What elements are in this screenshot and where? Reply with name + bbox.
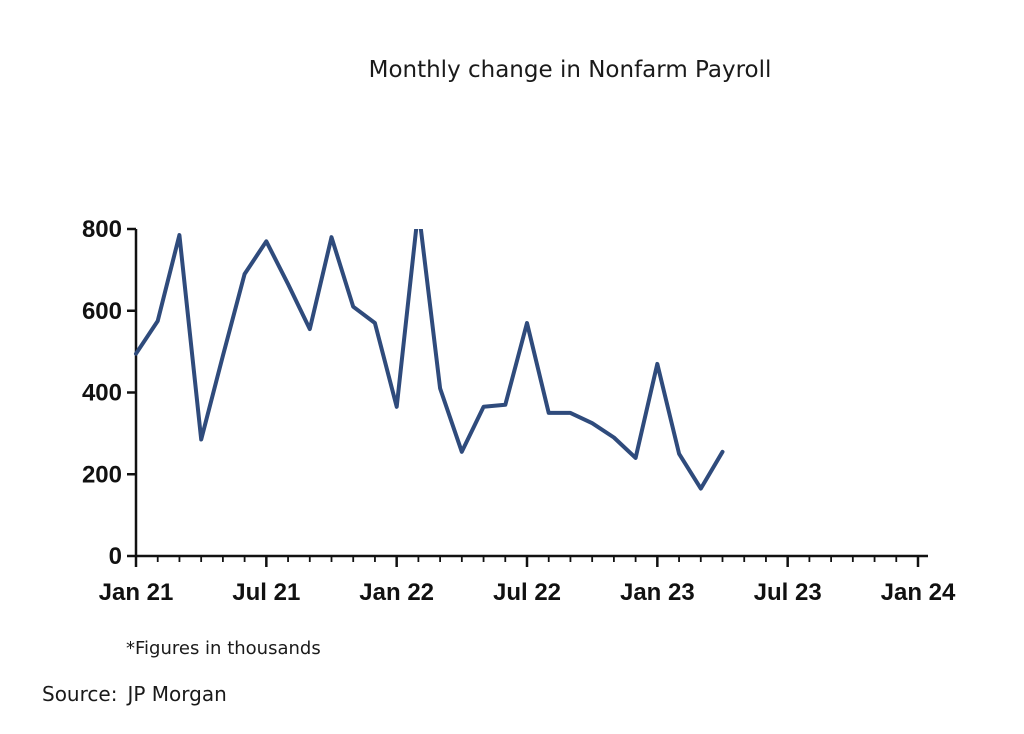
x-tick-label: Jan 21 bbox=[99, 579, 174, 606]
x-tick-label: Jul 21 bbox=[232, 579, 300, 606]
y-tick-label: 200 bbox=[82, 461, 122, 488]
y-tick-label: 800 bbox=[82, 216, 122, 243]
series-group bbox=[134, 229, 725, 491]
chart-title: Monthly change in Nonfarm Payroll bbox=[369, 57, 772, 83]
y-tick-label: 600 bbox=[82, 298, 122, 325]
y-tick-labels: 0 200 400 600 800 bbox=[82, 216, 122, 570]
series-line bbox=[134, 229, 725, 491]
x-tick-label: Jul 22 bbox=[493, 579, 561, 606]
y-tick-label: 400 bbox=[82, 380, 122, 407]
x-tick-labels: Jan 21 Jul 21 Jan 22 Jul 22 Jan 23 Jul 23 Jan … bbox=[99, 579, 956, 606]
source-line: Source: JP Morgan bbox=[42, 682, 227, 706]
x-tick-label: Jul 23 bbox=[754, 579, 822, 606]
source-label: Source: bbox=[42, 682, 117, 706]
y-tick-label: 0 bbox=[109, 543, 122, 570]
x-tick-label: Jan 24 bbox=[881, 579, 956, 606]
axes bbox=[127, 227, 928, 567]
source-value: JP Morgan bbox=[125, 682, 226, 706]
footnote: *Figures in thousands bbox=[126, 638, 321, 659]
x-tick-label: Jan 22 bbox=[359, 579, 434, 606]
x-tick-label: Jan 23 bbox=[620, 579, 695, 606]
